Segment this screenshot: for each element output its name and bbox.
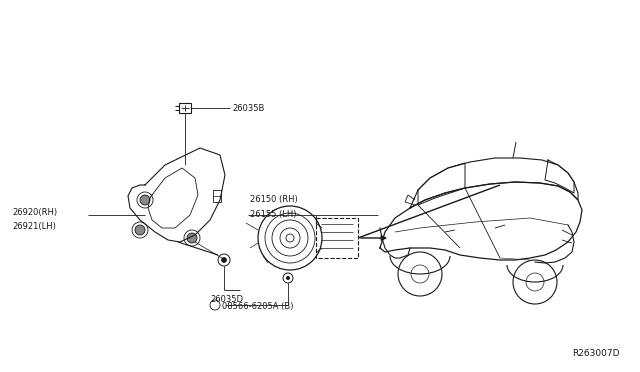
Bar	[316, 218, 358, 258]
Circle shape	[286, 276, 290, 280]
Circle shape	[187, 233, 197, 243]
Circle shape	[140, 195, 150, 205]
Text: R263007D: R263007D	[573, 349, 620, 358]
Text: 26035D: 26035D	[210, 295, 243, 304]
Circle shape	[221, 257, 227, 263]
Text: 26921(LH): 26921(LH)	[12, 222, 56, 231]
Text: 26920(RH): 26920(RH)	[12, 208, 57, 217]
Text: 26035B: 26035B	[232, 104, 264, 113]
Text: 08566-6205A (B): 08566-6205A (B)	[222, 302, 294, 311]
Text: 26150 (RH): 26150 (RH)	[250, 195, 298, 204]
Text: 26155 (LH): 26155 (LH)	[250, 210, 296, 219]
Bar	[179, 103, 191, 113]
Bar	[213, 190, 221, 202]
Circle shape	[135, 225, 145, 235]
